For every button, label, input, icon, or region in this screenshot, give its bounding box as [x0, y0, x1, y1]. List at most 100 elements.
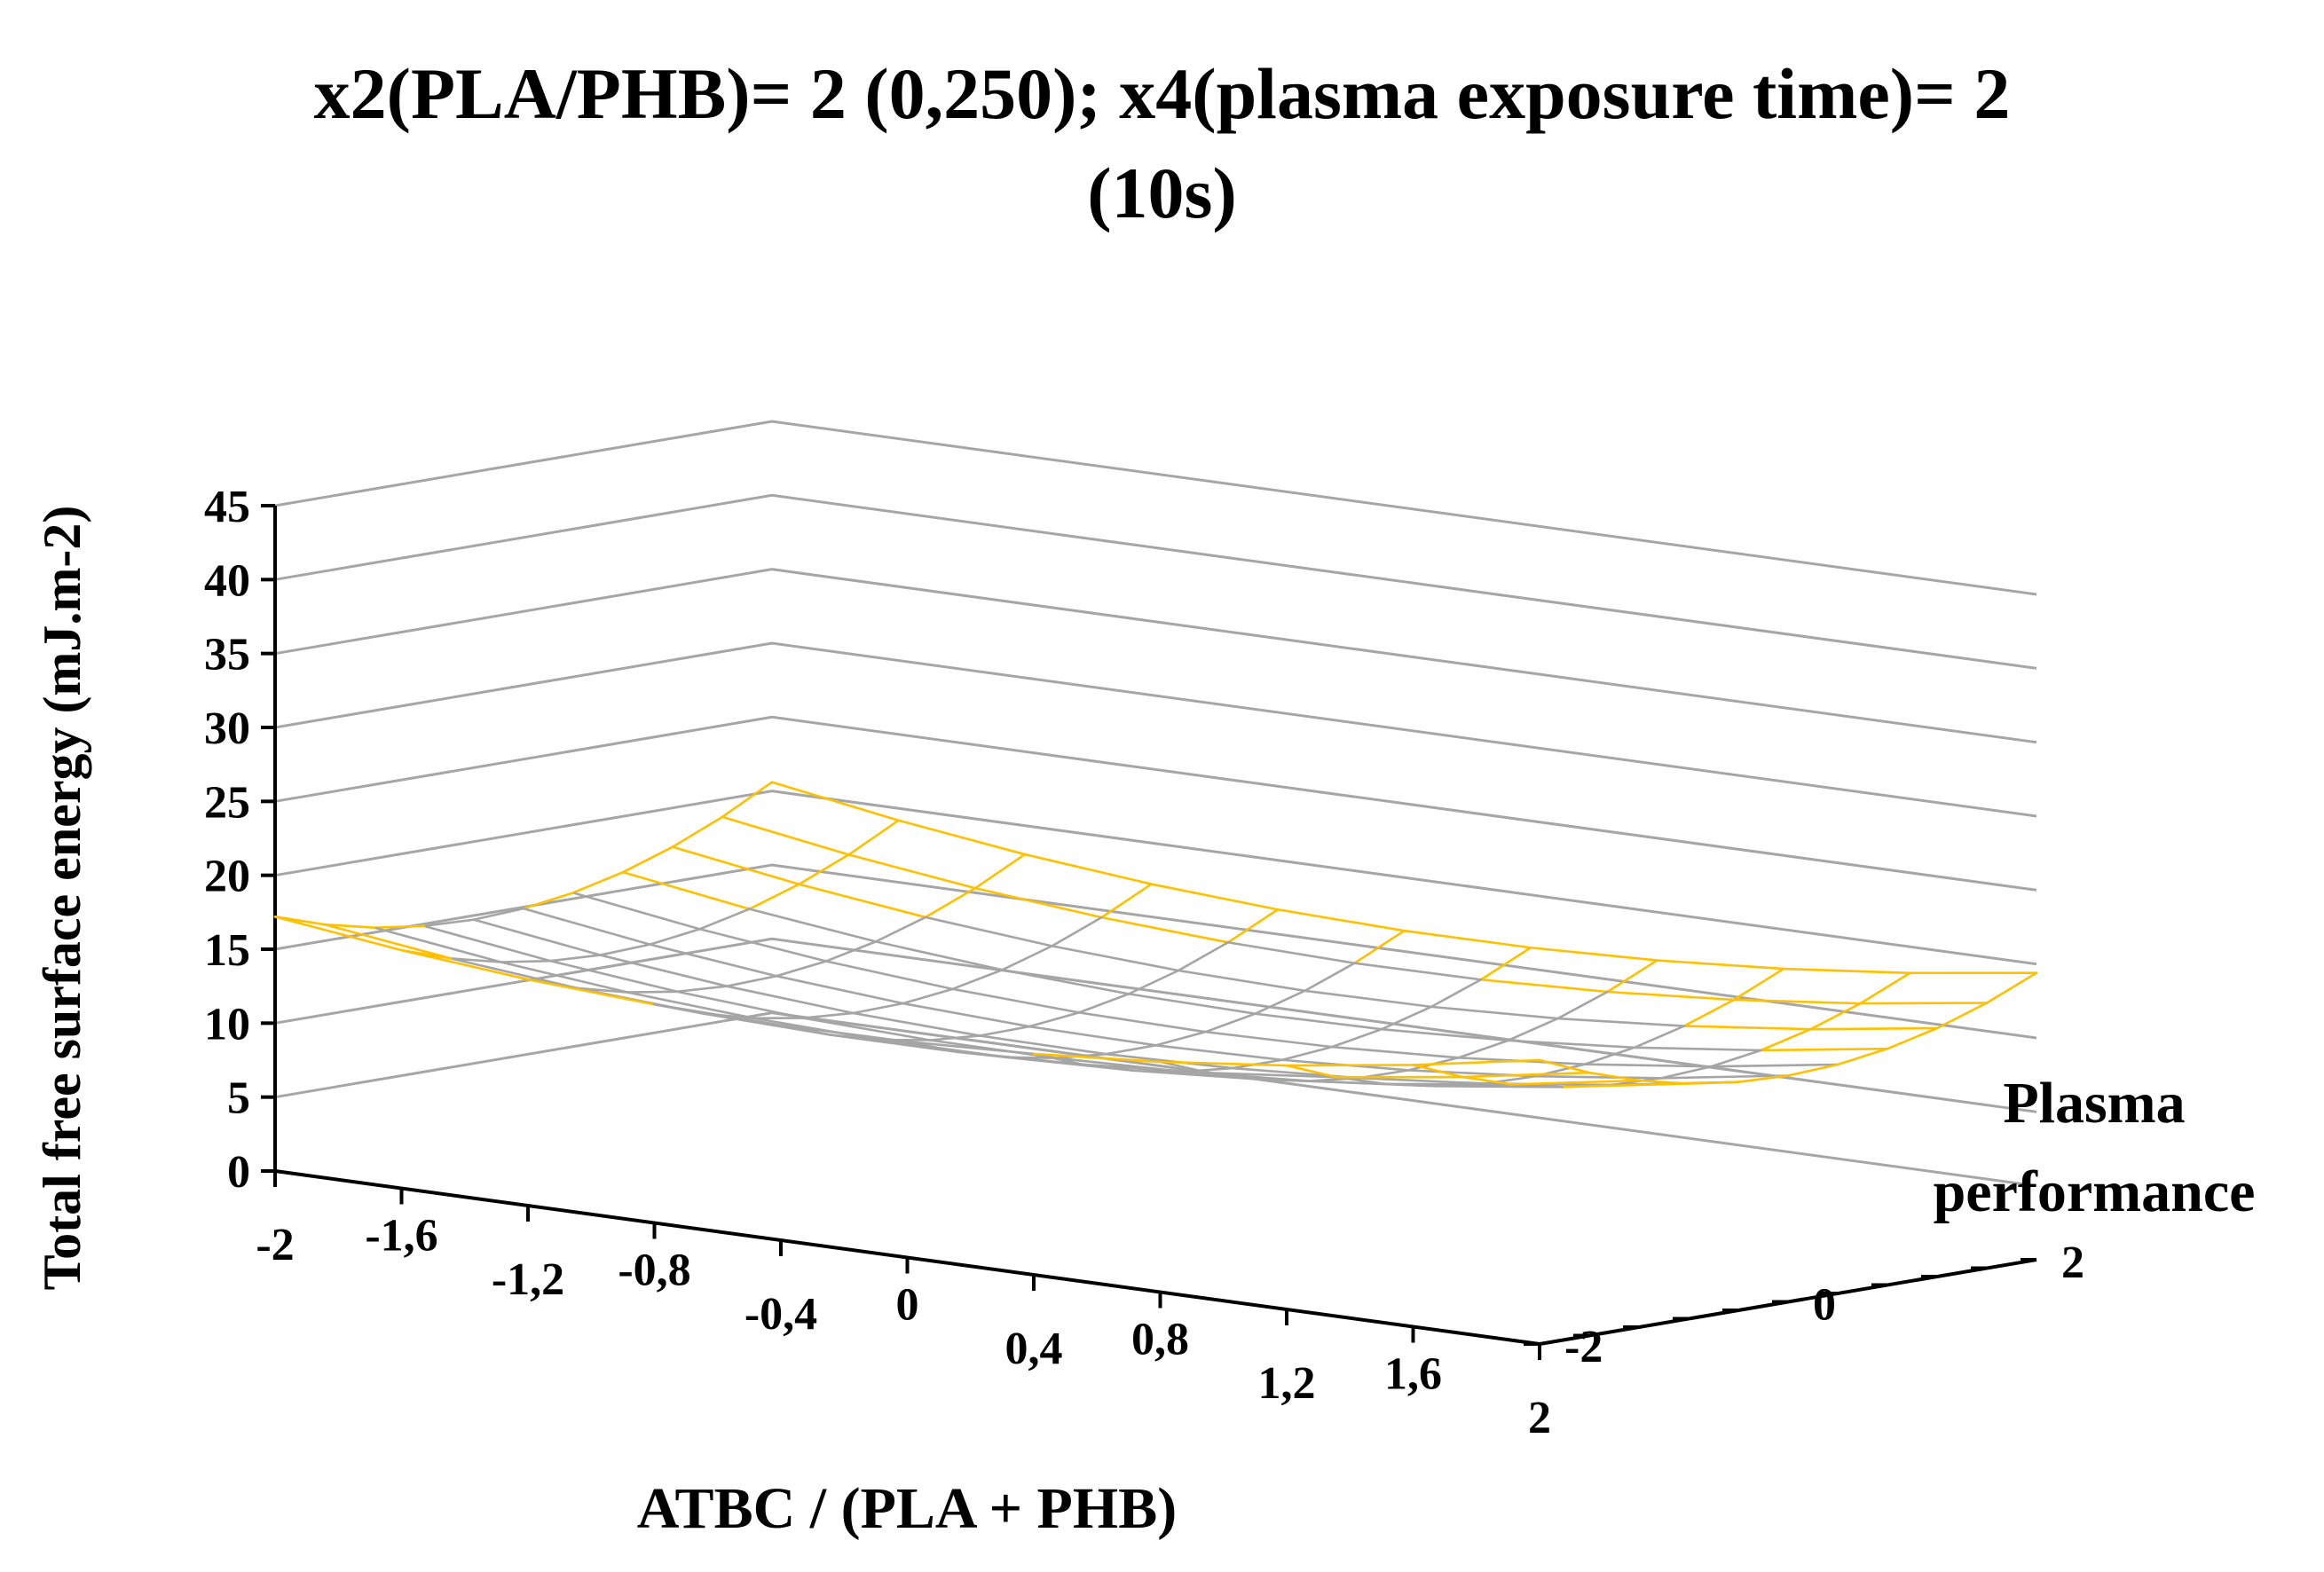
surface-mesh-line [671, 845, 800, 886]
surface-mesh-line [770, 781, 900, 822]
surface-mesh-line [721, 781, 774, 819]
y-tick-label: 30 [204, 703, 250, 754]
surface-mesh-line [748, 883, 800, 910]
surface-mesh-line [1682, 998, 1736, 1027]
y-tick-label: 15 [204, 925, 250, 976]
z-axis-label-line2: performance [1934, 1159, 2256, 1224]
surface-mesh-line [1154, 1030, 1207, 1047]
surface-mesh-line [1461, 1075, 1514, 1086]
surface-mesh-line [1479, 946, 1532, 981]
z-tick-label: -2 [1564, 1322, 1603, 1372]
surface-mesh-line [1660, 1074, 1790, 1080]
surface-mesh-line [1105, 1044, 1157, 1056]
surface-mesh-line [621, 870, 751, 910]
y-tick-label: 40 [204, 555, 250, 606]
surface-mesh-line [400, 948, 530, 981]
y-tick-label: 35 [204, 630, 250, 680]
surface-mesh-line [802, 1011, 855, 1019]
surface-mesh-line [1886, 1026, 1939, 1050]
surface-mesh-line [1226, 941, 1356, 964]
surface-mesh-line [571, 870, 625, 894]
surface-mesh-line [902, 1002, 1031, 1028]
surface-mesh-line [847, 853, 977, 890]
surface-mesh-line [1760, 1027, 1812, 1052]
surface-mesh-line [1032, 1052, 1162, 1064]
surface-mesh-line [323, 923, 376, 929]
x-tick-label: -0,4 [744, 1289, 817, 1340]
surface-mesh-line [1809, 1026, 1939, 1031]
y-tick-label: 5 [227, 1073, 250, 1124]
surface-mesh-line [1430, 1005, 1559, 1020]
x-tick-label: -0,8 [618, 1246, 690, 1296]
surface-mesh-line [1556, 1017, 1686, 1027]
surface-mesh-line [1100, 883, 1153, 919]
surface-mesh-line [549, 959, 679, 994]
surface-mesh-line [522, 892, 575, 910]
surface-mesh-line [1533, 1074, 1663, 1080]
surface-mesh-line [1353, 962, 1483, 981]
surface-mesh-line [1154, 1044, 1284, 1062]
gridlines [274, 420, 2037, 1188]
chart-title: x2(PLA/PHB)= 2 (0,250); x4(plasma exposu… [0, 44, 2324, 243]
surface-mesh-line [951, 968, 1004, 991]
surface-mesh-line [798, 883, 927, 919]
surface-mesh-line [675, 985, 729, 994]
surface-mesh-line [1204, 1012, 1257, 1034]
surface-mesh-line [450, 957, 579, 990]
surface-mesh-line [798, 853, 850, 886]
surface-mesh-line [874, 940, 1004, 971]
surface-mesh-line [1479, 978, 1609, 994]
chart-title-line2: (10s) [1087, 153, 1237, 233]
surface-mesh-line [1859, 971, 1911, 1005]
surface-mesh-line [748, 908, 878, 943]
y-tick-label: 25 [204, 777, 250, 828]
surface-mesh-line [1304, 962, 1356, 993]
surface-mesh-line [1304, 989, 1433, 1009]
surface-mesh-line [1412, 1058, 1541, 1066]
surface-mesh-line [1209, 1072, 1338, 1079]
surface-mesh-line [373, 926, 502, 963]
x-tick-label: 2 [1528, 1393, 1551, 1443]
surface-mesh-line [1583, 1063, 1713, 1068]
x-tick-label: -1,2 [492, 1254, 564, 1305]
surface-mesh-line [698, 928, 828, 963]
surface-mesh-line [1687, 1081, 1740, 1085]
surface-mesh-line [1159, 1060, 1211, 1074]
surface-mesh-line [1529, 946, 1658, 962]
gridline-35 [274, 568, 2037, 744]
surface-mesh-line [1082, 1063, 1211, 1074]
surface-mesh-line [1280, 1045, 1334, 1062]
surface-mesh-line [1782, 967, 1911, 975]
surface-mesh-line [1159, 1060, 1288, 1067]
surface-mesh-line [626, 990, 679, 994]
surface-mesh-line [973, 853, 1027, 890]
gridline-20 [274, 790, 2037, 966]
surface-mesh-line [1051, 916, 1103, 947]
surface-mesh-line [802, 1017, 932, 1041]
surface-mesh-line [978, 1034, 1107, 1056]
y-tick-label: 0 [227, 1147, 250, 1198]
surface-mesh-line [526, 978, 656, 1006]
surface-mesh-line [951, 987, 1081, 1014]
x-tick-label: -1,6 [365, 1211, 437, 1262]
surface-mesh-line [323, 923, 453, 960]
surface-mesh-line [1985, 971, 2038, 1004]
surface-mesh-line [1637, 1079, 1690, 1085]
surface-mesh-line [1254, 989, 1306, 1015]
surface-mesh-line [273, 916, 403, 952]
surface-mesh-line [1710, 1063, 1840, 1068]
surface-mesh-line [924, 886, 977, 919]
surface-mesh-line [549, 954, 602, 963]
surface-mesh-line [775, 960, 828, 978]
surface-mesh-line [1836, 1047, 1889, 1066]
surface-mesh-line [1583, 1046, 1636, 1065]
surface-mesh-line [649, 928, 701, 946]
surface-mesh-line [779, 1024, 909, 1043]
surface-mesh-line [1935, 1002, 1989, 1030]
surface-mesh-line [725, 985, 855, 1015]
surface-mesh-line [1538, 1058, 1591, 1074]
surface-mesh-line [1177, 969, 1306, 993]
surface-mesh-line [1258, 1078, 1388, 1086]
surface-mesh-line [1633, 1046, 1762, 1052]
surface-mesh-line [698, 908, 751, 931]
